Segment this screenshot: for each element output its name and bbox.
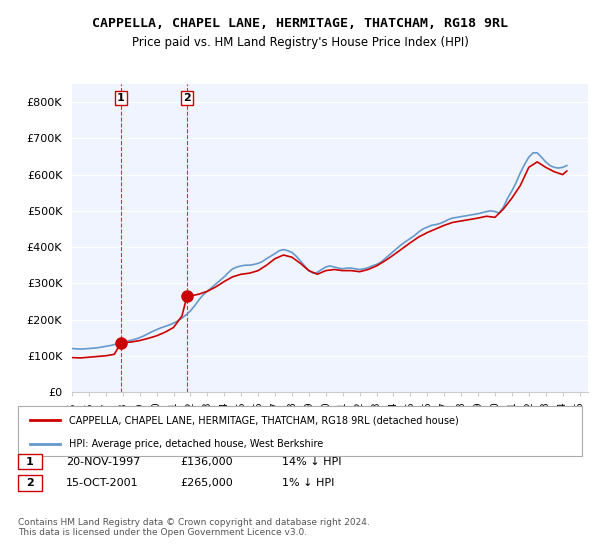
Text: 2: 2: [26, 478, 34, 488]
Text: 15-OCT-2001: 15-OCT-2001: [66, 478, 139, 488]
Text: HPI: Average price, detached house, West Berkshire: HPI: Average price, detached house, West…: [69, 439, 323, 449]
Text: Price paid vs. HM Land Registry's House Price Index (HPI): Price paid vs. HM Land Registry's House …: [131, 36, 469, 49]
Text: 1% ↓ HPI: 1% ↓ HPI: [282, 478, 334, 488]
Text: 2: 2: [183, 94, 191, 103]
Text: £136,000: £136,000: [180, 457, 233, 467]
Text: £265,000: £265,000: [180, 478, 233, 488]
Text: 20-NOV-1997: 20-NOV-1997: [66, 457, 140, 467]
Text: Contains HM Land Registry data © Crown copyright and database right 2024.
This d: Contains HM Land Registry data © Crown c…: [18, 518, 370, 538]
Text: 14% ↓ HPI: 14% ↓ HPI: [282, 457, 341, 467]
Text: 1: 1: [117, 94, 125, 103]
Text: 1: 1: [26, 457, 34, 467]
Text: CAPPELLA, CHAPEL LANE, HERMITAGE, THATCHAM, RG18 9RL (detached house): CAPPELLA, CHAPEL LANE, HERMITAGE, THATCH…: [69, 415, 459, 425]
Text: CAPPELLA, CHAPEL LANE, HERMITAGE, THATCHAM, RG18 9RL: CAPPELLA, CHAPEL LANE, HERMITAGE, THATCH…: [92, 17, 508, 30]
